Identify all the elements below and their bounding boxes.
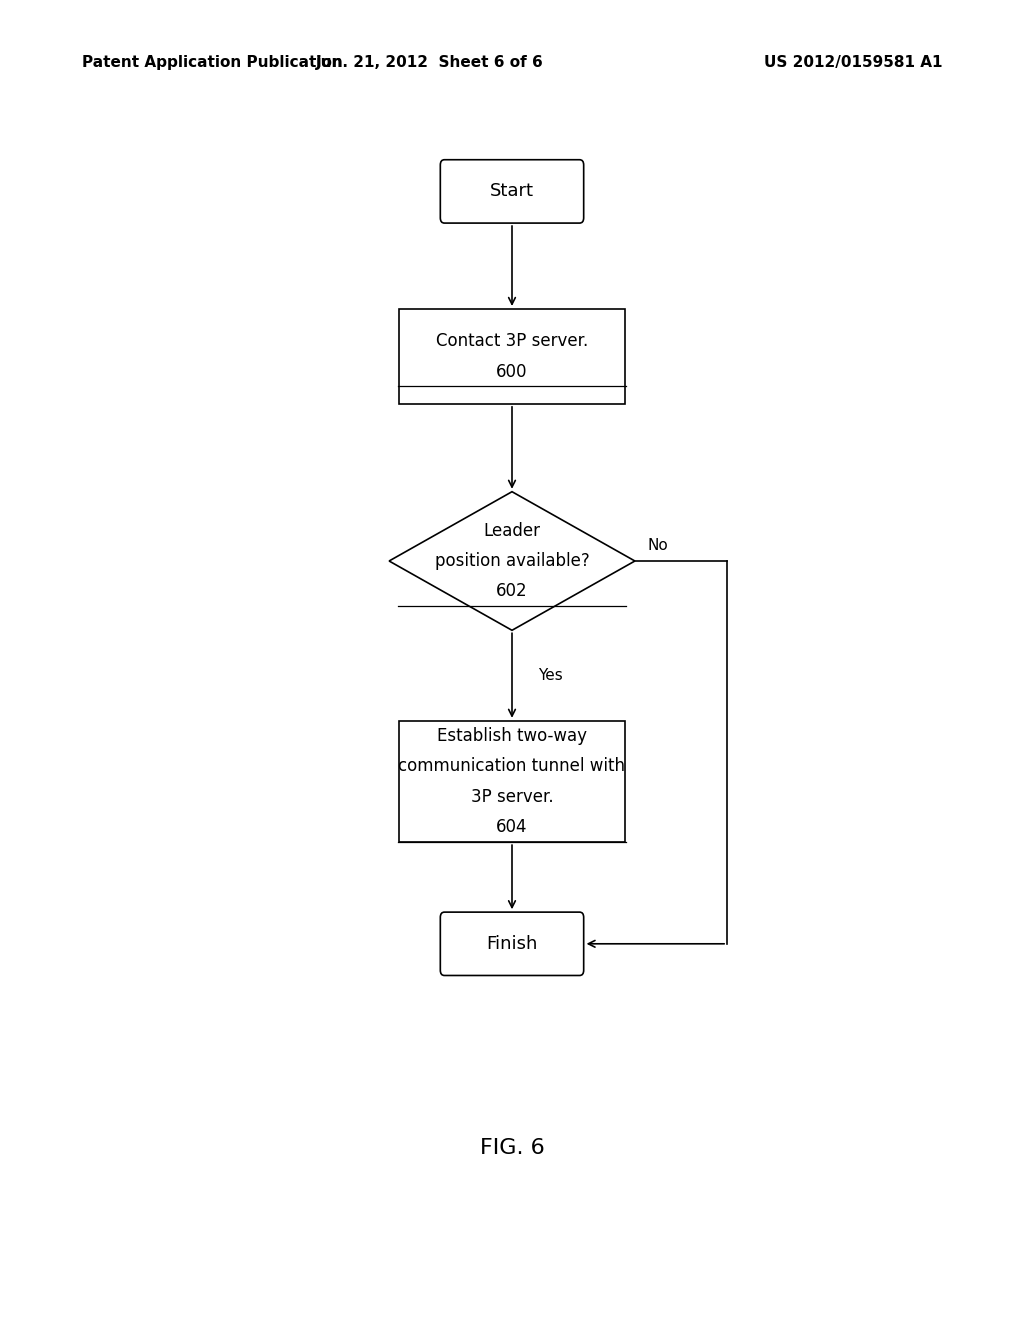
Text: Start: Start — [490, 182, 534, 201]
Text: No: No — [647, 537, 668, 553]
Text: Patent Application Publication: Patent Application Publication — [82, 55, 343, 70]
Text: Establish two-way: Establish two-way — [437, 727, 587, 744]
Bar — [399, 721, 625, 842]
Text: 600: 600 — [497, 363, 527, 380]
Text: 3P server.: 3P server. — [471, 788, 553, 805]
Text: Leader: Leader — [483, 521, 541, 540]
Text: Yes: Yes — [538, 668, 562, 682]
Bar — [399, 309, 625, 404]
Text: position available?: position available? — [434, 552, 590, 570]
Text: FIG. 6: FIG. 6 — [479, 1138, 545, 1159]
FancyBboxPatch shape — [440, 160, 584, 223]
Text: communication tunnel with: communication tunnel with — [398, 758, 626, 775]
Text: 602: 602 — [497, 582, 527, 601]
Polygon shape — [389, 492, 635, 631]
FancyBboxPatch shape — [440, 912, 584, 975]
Text: Finish: Finish — [486, 935, 538, 953]
Text: US 2012/0159581 A1: US 2012/0159581 A1 — [764, 55, 942, 70]
Text: Jun. 21, 2012  Sheet 6 of 6: Jun. 21, 2012 Sheet 6 of 6 — [316, 55, 544, 70]
Text: 604: 604 — [497, 818, 527, 836]
Text: Contact 3P server.: Contact 3P server. — [436, 333, 588, 350]
